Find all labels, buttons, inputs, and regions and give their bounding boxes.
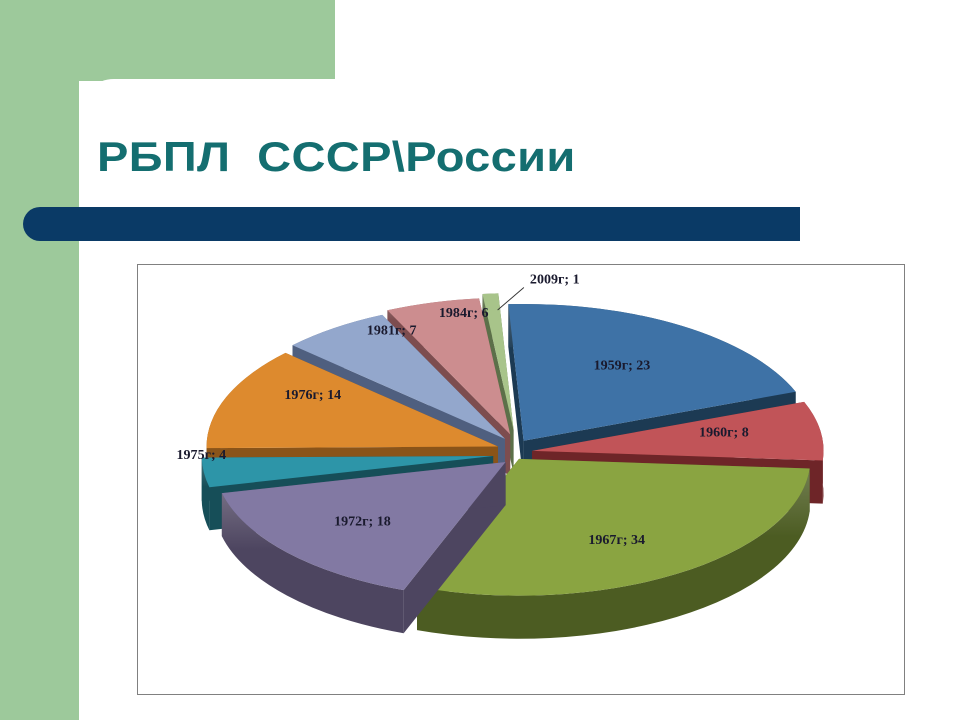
svg-text:1975г; 4: 1975г; 4 [177,447,227,463]
svg-text:1967г; 34: 1967г; 34 [588,532,645,548]
svg-text:2009г; 1: 2009г; 1 [530,272,580,288]
svg-text:1981г; 7: 1981г; 7 [367,323,417,339]
svg-text:1976г; 14: 1976г; 14 [284,387,341,403]
svg-text:1959г; 23: 1959г; 23 [594,358,651,374]
svg-text:1984г; 6: 1984г; 6 [439,305,489,321]
svg-text:1960г; 8: 1960г; 8 [699,424,749,440]
svg-text:1972г; 18: 1972г; 18 [334,513,391,529]
